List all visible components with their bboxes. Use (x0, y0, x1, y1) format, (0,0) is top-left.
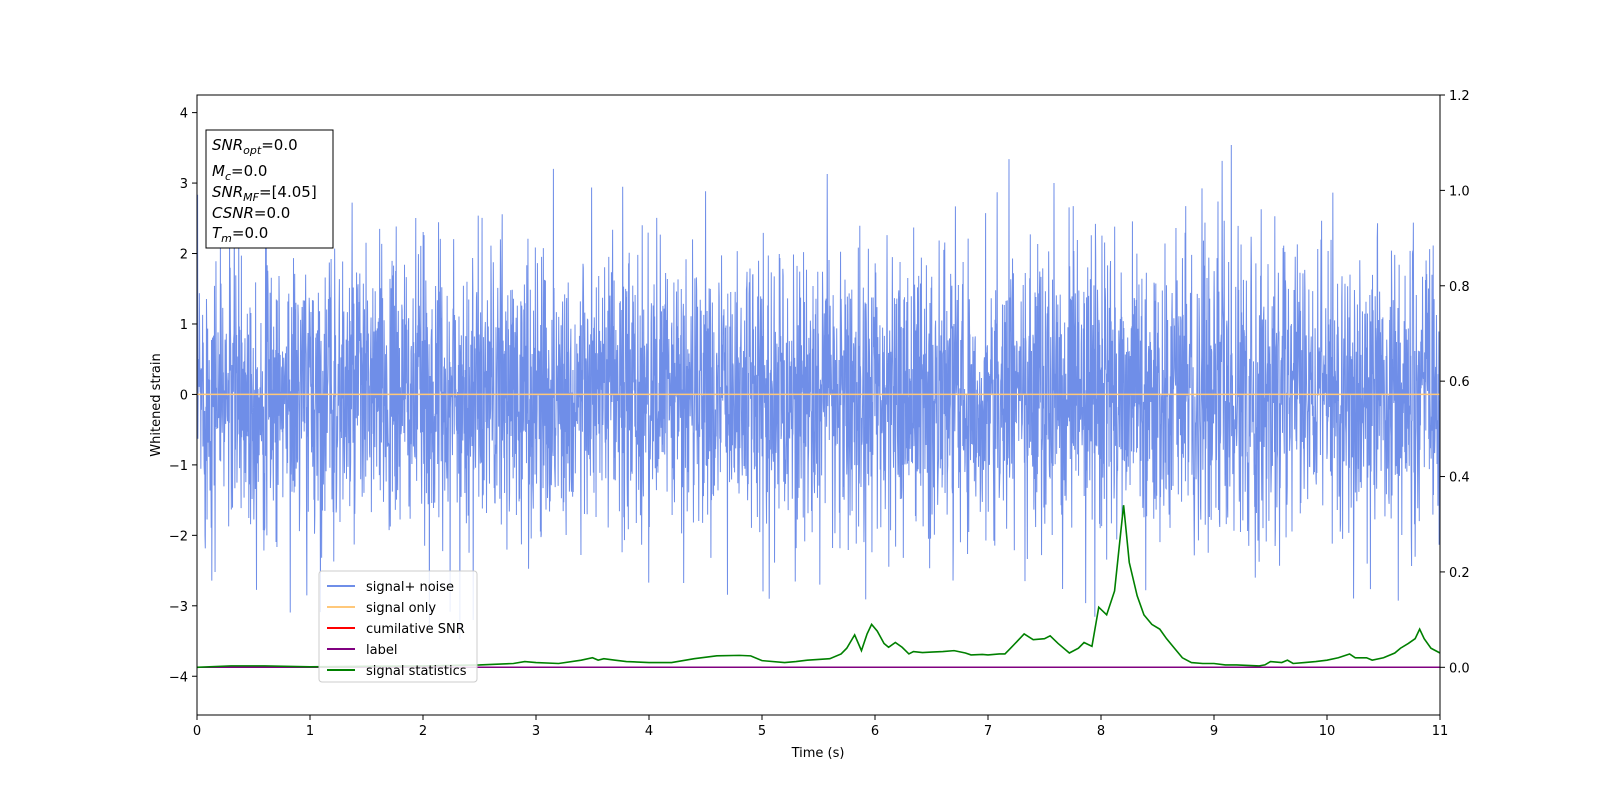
x-tick-label: 5 (758, 724, 766, 739)
x-tick-label: 6 (871, 724, 879, 739)
legend-label: cumilative SNR (366, 622, 465, 637)
info-line: SNRopt=0.0 (212, 136, 298, 157)
x-tick-label: 0 (193, 724, 201, 739)
y-tick-label-left: 2 (180, 248, 188, 263)
legend-label: signal statistics (366, 664, 467, 679)
x-tick-label: 11 (1432, 724, 1449, 739)
y-tick-label-right: 1.2 (1449, 89, 1470, 104)
x-tick-label: 3 (532, 724, 540, 739)
y-tick-label-right: 0.0 (1449, 661, 1470, 676)
y-axis-left: −4 −3 −2 −1 0 1 2 3 4 (169, 107, 197, 685)
legend-label: signal+ noise (366, 580, 454, 595)
info-line: Tm=0.0 (212, 224, 268, 245)
legend-label: label (366, 643, 397, 658)
y-tick-label-left: 0 (180, 388, 188, 403)
x-tick-label: 1 (306, 724, 314, 739)
y-axis-right: 0.0 0.2 0.4 0.6 0.8 1.0 1.2 (1440, 89, 1470, 676)
info-box-frame (205, 129, 334, 249)
axes-frame (196, 94, 1441, 716)
info-line: SNRMF=[4.05] (212, 183, 317, 204)
x-tick-label: 2 (419, 724, 427, 739)
y-tick-label-right: 0.8 (1449, 280, 1470, 295)
y-tick-label-left: −2 (169, 529, 188, 544)
y-tick-label-left: 3 (180, 177, 188, 192)
x-tick-label: 10 (1319, 724, 1336, 739)
x-tick-label: 9 (1210, 724, 1218, 739)
legend-label: signal only (366, 601, 436, 616)
x-axis: 0 1 2 3 4 5 6 7 8 9 10 11 (193, 715, 1448, 739)
info-line: Mc=0.0 (212, 162, 267, 183)
y-tick-label-left: −1 (169, 459, 188, 474)
x-tick-label: 4 (645, 724, 653, 739)
y-axis-label: Whitened strain (149, 353, 164, 456)
signal-noise-series (196, 144, 1441, 640)
legend-frame (318, 570, 478, 683)
y-tick-label-right: 0.4 (1449, 471, 1470, 486)
signal-noise-trace (196, 144, 1441, 640)
y-tick-label-left: −4 (169, 670, 188, 685)
x-tick-label: 7 (984, 724, 992, 739)
y-tick-label-right: 0.6 (1449, 375, 1470, 390)
signal-statistics-series (196, 505, 1441, 669)
info-line: CSNR=0.0 (212, 204, 290, 222)
x-tick-label: 8 (1097, 724, 1105, 739)
x-axis-label: Time (s) (791, 746, 845, 761)
y-tick-label-right: 0.2 (1449, 566, 1470, 581)
legend: signal+ noise signal only cumilative SNR la… (318, 570, 478, 683)
y-tick-label-left: 1 (180, 318, 188, 333)
y-tick-label-left: −3 (169, 600, 188, 615)
y-tick-label-right: 1.0 (1449, 184, 1470, 199)
y-tick-label-left: 4 (180, 107, 188, 122)
